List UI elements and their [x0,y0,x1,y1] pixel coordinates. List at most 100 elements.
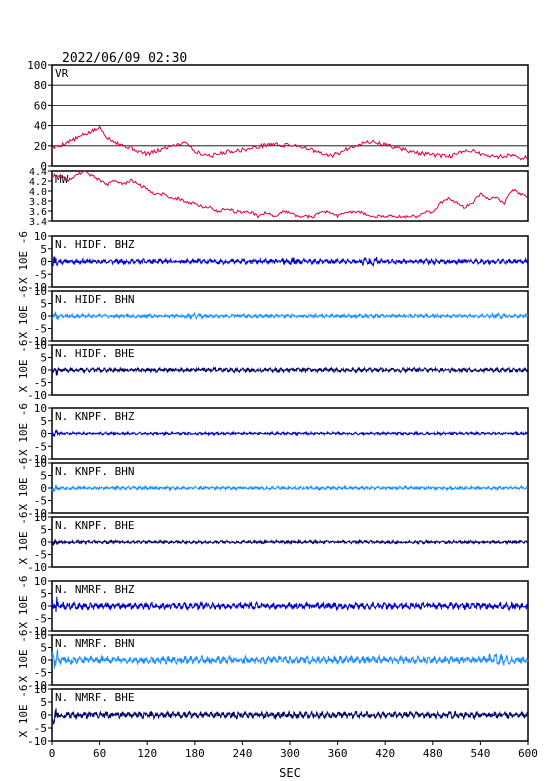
panel-title: N. NMRF. BHE [55,691,134,704]
y-tick-label: 0 [40,256,47,269]
y-side-label: X 10E -6 [17,286,30,339]
y-tick-label: 80 [34,79,47,92]
x-tick-label: 60 [93,747,106,760]
y-tick-label: 0 [40,364,47,377]
y-tick-label: 5 [40,696,47,709]
trace-mw [51,170,529,220]
y-tick-label: -10 [27,625,47,638]
trace-vr [51,124,529,161]
y-tick-label: 10 [34,629,47,642]
y-tick-label: -10 [27,507,47,520]
y-tick-label: 0 [40,600,47,613]
y-tick-label: 0 [40,654,47,667]
trace-hidf_bhn [51,311,529,321]
y-tick-label: 5 [40,352,47,365]
y-tick-label: 4.2 [29,177,47,188]
y-tick-label: 0 [40,482,47,495]
y-tick-label: -10 [27,735,47,748]
x-axis-label: SEC [279,766,301,780]
x-tick-label: 420 [375,747,395,760]
panel-vr: 0 20 40 60 80 100 VR [27,59,529,173]
y-tick-label: 100 [27,59,47,72]
trace-knpf_bhz [51,429,529,438]
panels-group: 020406080100VR3.43.63.84.04.24.4MW-10-50… [17,59,529,748]
y-tick-label: 5 [40,524,47,537]
y-tick-label: -5 [34,613,47,626]
y-tick-label: -5 [34,268,47,281]
y-tick-label: 5 [40,642,47,655]
y-tick-label: -5 [34,495,47,508]
y-side-label: X 10E -6 [17,576,30,629]
y-tick-label: 10 [34,230,47,243]
trace-knpf_bhn [51,484,529,493]
panel-title: N. NMRF. BHN [55,637,134,650]
y-tick-label: 10 [34,285,47,298]
y-tick-label: 0 [40,536,47,549]
y-tick-label: 10 [34,457,47,470]
y-side-label: X 10E -6 [17,512,30,565]
y-tick-label: 0 [40,428,47,441]
x-tick-label: 540 [470,747,490,760]
panel-mw: 3.43.63.84.04.24.4MW [29,167,529,228]
trace-nmrf_bhn [51,649,529,669]
y-tick-label: 4.0 [29,187,47,198]
x-tick-label: 360 [328,747,348,760]
y-tick-label: -10 [27,679,47,692]
y-side-label: X 10E -6 [17,403,30,456]
panel-frame [51,64,529,167]
y-tick-label: 40 [34,120,47,133]
x-tick-label: 300 [280,747,300,760]
x-tick-label: 0 [49,747,56,760]
y-side-label: X 10E -6 [17,458,30,511]
y-tick-label: 10 [34,339,47,352]
y-tick-label: -10 [27,335,47,348]
panel-title: N. KNPF. BHE [55,519,134,532]
y-tick-label: 0 [40,310,47,323]
x-tick-label: 120 [137,747,157,760]
y-tick-label: -5 [34,667,47,680]
panel-title: VR [55,67,69,80]
y-tick-label: 4.4 [29,167,47,178]
y-side-label: X 10E -6 [17,685,30,738]
y-side-label: X 10E -6 [17,340,30,393]
y-tick-label: -10 [27,281,47,294]
panel-title: N. HIDF. BHN [55,293,134,306]
y-tick-label: 0 [40,160,47,173]
panel-title: N. HIDF. BHZ [55,238,135,251]
y-tick-label: -5 [34,549,47,562]
x-tick-label: 480 [423,747,443,760]
trace-hidf_bhz [51,256,529,267]
panel-title: N. KNPF. BHZ [55,410,135,423]
y-tick-label: 3.4 [29,217,47,228]
y-tick-label: 10 [34,402,47,415]
panel-frame [51,170,529,222]
y-side-label: X 10E -6 [17,630,30,683]
trace-nmrf_bhz [51,596,529,613]
trace-hidf_bhe [51,366,529,376]
x-axis: 0 60 120 180 240 300 360 420 480 540 600 [49,741,538,760]
y-tick-label: -10 [27,389,47,402]
y-tick-label: 10 [34,511,47,524]
y-tick-label: 5 [40,470,47,483]
y-tick-label: -10 [27,561,47,574]
y-tick-label: 0 [40,709,47,722]
y-tick-label: 3.6 [29,207,47,218]
y-tick-label: -5 [34,323,47,336]
y-tick-label: -10 [27,453,47,466]
x-tick-label: 240 [232,747,252,760]
x-tick-label: 180 [185,747,205,760]
x-tick-label: 600 [518,747,538,760]
y-tick-label: -5 [34,377,47,390]
y-tick-label: 3.8 [29,197,47,208]
y-tick-label: 10 [34,575,47,588]
datetime-header: 2022/06/09 02:30 [62,51,187,66]
